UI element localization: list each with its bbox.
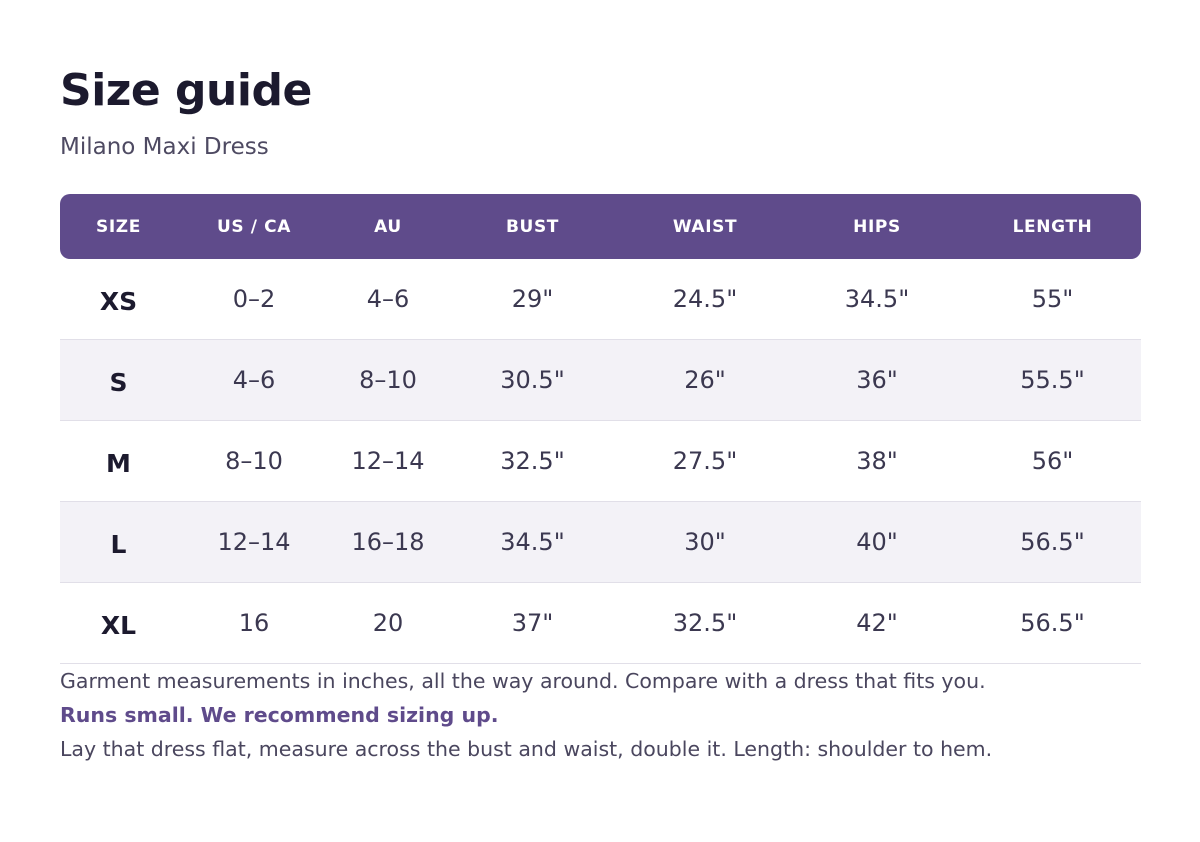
fit-advice: Runs small. We recommend sizing up. [60,703,499,727]
waist-value: 32.5" [620,583,790,664]
hips-value: 36" [790,340,964,421]
length-value: 55.5" [964,340,1141,421]
length-value: 55" [964,259,1141,340]
size-notes: Garment measurements in inches, all the … [60,664,1150,766]
table-row: S 4–6 8–10 30.5" 26" 36" 55.5" [60,340,1141,421]
column-header-us-ca: US / CA [177,194,331,259]
us-ca-value: 4–6 [177,340,331,421]
waist-value: 30" [620,502,790,583]
bust-value: 34.5" [445,502,620,583]
us-ca-value: 16 [177,583,331,664]
size-chart-body: XS 0–2 4–6 29" 24.5" 34.5" 55" S 4–6 8–1… [60,259,1141,664]
us-ca-value: 12–14 [177,502,331,583]
header-row: SIZE US / CA AU BUST WAIST HIPS LENGTH [60,194,1141,259]
hips-value: 40" [790,502,964,583]
page-title: Size guide [60,65,312,116]
us-ca-value: 8–10 [177,421,331,502]
au-value: 20 [331,583,445,664]
column-header-bust: BUST [445,194,620,259]
size-label: S [60,340,177,421]
size-chart-table: SIZE US / CA AU BUST WAIST HIPS LENGTH X… [60,194,1141,664]
size-chart-header: SIZE US / CA AU BUST WAIST HIPS LENGTH [60,194,1141,259]
product-name: Milano Maxi Dress [60,134,269,160]
size-label: XS [60,259,177,340]
au-value: 4–6 [331,259,445,340]
length-value: 56" [964,421,1141,502]
bust-value: 30.5" [445,340,620,421]
table-row: XL 16 20 37" 32.5" 42" 56.5" [60,583,1141,664]
hips-value: 42" [790,583,964,664]
au-value: 16–18 [331,502,445,583]
au-value: 8–10 [331,340,445,421]
hips-value: 34.5" [790,259,964,340]
bust-value: 37" [445,583,620,664]
size-label: M [60,421,177,502]
size-label: L [60,502,177,583]
bust-value: 29" [445,259,620,340]
bust-value: 32.5" [445,421,620,502]
waist-value: 27.5" [620,421,790,502]
us-ca-value: 0–2 [177,259,331,340]
column-header-length: LENGTH [964,194,1141,259]
table-row: M 8–10 12–14 32.5" 27.5" 38" 56" [60,421,1141,502]
table-row: L 12–14 16–18 34.5" 30" 40" 56.5" [60,502,1141,583]
column-header-size: SIZE [60,194,177,259]
size-label: XL [60,583,177,664]
hips-value: 38" [790,421,964,502]
table-row: XS 0–2 4–6 29" 24.5" 34.5" 55" [60,259,1141,340]
length-value: 56.5" [964,583,1141,664]
how-to-measure-note: Lay that dress flat, measure across the … [60,737,993,761]
column-header-au: AU [331,194,445,259]
waist-value: 24.5" [620,259,790,340]
column-header-waist: WAIST [620,194,790,259]
length-value: 56.5" [964,502,1141,583]
column-header-hips: HIPS [790,194,964,259]
measurement-note: Garment measurements in inches, all the … [60,669,986,693]
waist-value: 26" [620,340,790,421]
au-value: 12–14 [331,421,445,502]
